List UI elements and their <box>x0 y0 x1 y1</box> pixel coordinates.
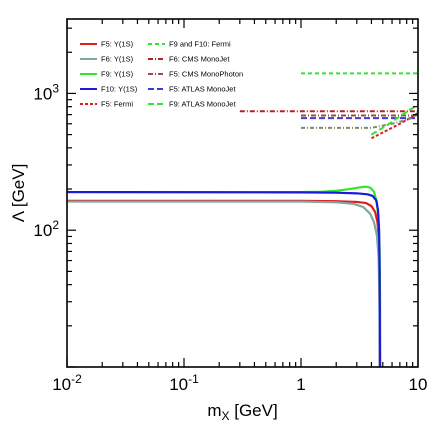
legend-label-9: F9: ATLAS MonoJet <box>169 100 236 109</box>
series-layer <box>67 72 418 367</box>
x-tick-label-2: 1 <box>296 375 305 394</box>
legend-label-7: F5: CMS MonoPhoton <box>169 70 243 79</box>
y-tick-label-1: 103 <box>33 81 59 103</box>
x-tick-label-0: 10-2 <box>52 372 82 394</box>
series-line-3 <box>67 190 382 367</box>
series-line-9 <box>370 104 418 136</box>
x-axis-label-sub: X <box>221 409 229 423</box>
x-tick-label-1: 10-1 <box>169 372 199 394</box>
series-line-4 <box>370 112 418 140</box>
legend-label-8: F5: ATLAS MonoJet <box>169 85 236 94</box>
plot-frame <box>66 18 419 368</box>
legend-label-5: F9 and F10: Fermi <box>169 40 231 49</box>
series-line-10 <box>301 114 418 129</box>
x-axis-label-main: m <box>207 401 221 420</box>
legend-label-6: F6: CMS MonoJet <box>169 55 230 64</box>
y-tick-label-0: 102 <box>33 218 59 240</box>
legend-label-4: F5: Fermi <box>101 100 133 109</box>
legend-label-1: F6: Υ(1S) <box>101 55 134 64</box>
series-line-2 <box>67 185 382 367</box>
y-axis-label: Λ [GeV] <box>9 164 28 223</box>
legend: F5: Υ(1S) F6: Υ(1S) F9: Υ(1S) F10: Υ(1S) F5:… <box>80 40 243 109</box>
x-axis-label: mX [GeV] <box>207 401 277 423</box>
x-tick-label-3: 10 <box>409 375 428 394</box>
legend-label-0: F5: Υ(1S) <box>101 40 134 49</box>
ticks-layer: 10-2 10-1 1 10 102 103 <box>33 19 427 394</box>
x-axis-label-unit: [GeV] <box>230 401 278 420</box>
legend-label-3: F10: Υ(1S) <box>101 85 138 94</box>
series-line-0 <box>67 199 381 367</box>
legend-label-2: F9: Υ(1S) <box>101 70 134 79</box>
series-line-1 <box>67 200 381 367</box>
